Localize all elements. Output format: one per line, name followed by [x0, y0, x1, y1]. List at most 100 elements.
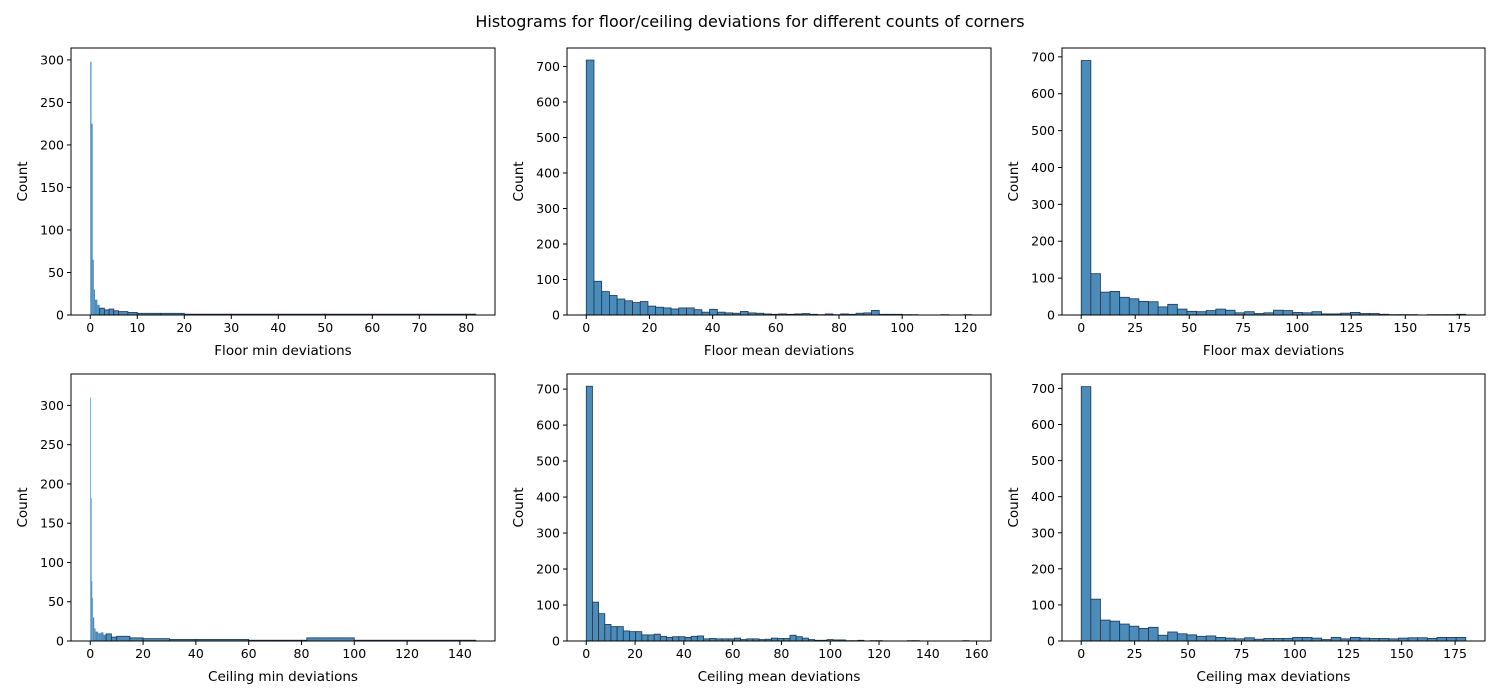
histogram-bar	[1157, 634, 1169, 642]
y-tick-label: 100	[536, 272, 560, 287]
histogram-bar	[97, 304, 100, 315]
histogram-bar	[113, 310, 119, 316]
histogram-bar	[795, 636, 803, 642]
x-tick-label: 60	[241, 646, 257, 661]
histogram-bar	[616, 626, 624, 642]
axes-frame	[566, 373, 992, 642]
histogram-bar	[90, 397, 91, 641]
histogram-bar	[1119, 296, 1130, 316]
subplot-ceiling-max: 0 25 50 75 100 125 150 175 0 100 200 300 400 500 600 70…	[1006, 373, 1486, 685]
histogram-bar	[1176, 308, 1188, 316]
histogram-bar	[666, 637, 674, 642]
histogram-bar	[1119, 623, 1130, 642]
x-tick-label: 70	[411, 320, 427, 335]
histogram-bar	[92, 597, 93, 641]
x-tick-label: 30	[223, 320, 239, 335]
histogram-bar	[118, 311, 129, 316]
histogram-bar	[696, 635, 704, 642]
histogram-bar	[641, 634, 649, 642]
y-tick-label: 300	[40, 52, 64, 67]
y-tick-label: 700	[536, 382, 560, 397]
histogram-bar	[1167, 631, 1178, 642]
histogram-bar	[92, 259, 94, 315]
x-tick-label: 120	[953, 320, 977, 335]
y-tick-label: 600	[1031, 86, 1055, 101]
histogram-bar	[1350, 636, 1361, 642]
histogram-bar	[639, 301, 649, 316]
histogram-bar	[740, 311, 749, 316]
x-tick-label: 75	[1234, 646, 1250, 661]
histogram-bar	[1446, 636, 1457, 642]
histogram-bar	[1273, 309, 1284, 316]
x-tick-label: 100	[1285, 320, 1309, 335]
histogram-bar	[92, 617, 95, 641]
histogram-bar	[1138, 627, 1149, 642]
x-tick-label: 10	[129, 320, 145, 335]
histogram-bar	[1128, 298, 1140, 316]
histogram-bar	[1109, 620, 1121, 642]
x-tick-label: 125	[1339, 320, 1363, 335]
y-axis-label: Count	[511, 161, 527, 201]
histogram-bar	[1196, 635, 1207, 642]
x-tick-label: 40	[270, 320, 286, 335]
y-tick-label: 200	[1031, 561, 1055, 576]
y-tick-label: 500	[536, 454, 560, 469]
x-tick-label: 40	[705, 320, 721, 335]
subplot-floor-mean: 0 20 40 60 80 100 120 0 100 200 300 400 500 600 700 Flo…	[511, 47, 992, 359]
x-tick-label: 20	[135, 646, 151, 661]
y-tick-label: 700	[1031, 49, 1055, 64]
y-tick-label: 50	[48, 265, 64, 280]
histogram-bar	[593, 280, 603, 316]
x-tick-label: 80	[831, 320, 847, 335]
y-tick-label: 250	[40, 437, 64, 452]
histogram-bar	[1225, 309, 1236, 316]
histogram-bar	[616, 298, 626, 316]
y-tick-label: 200	[536, 562, 560, 577]
x-tick-label: 140	[448, 646, 472, 661]
x-tick-label: 80	[773, 646, 789, 661]
histogram-bar	[585, 385, 593, 642]
histogram-bar	[678, 307, 687, 316]
y-tick-label: 200	[40, 137, 64, 152]
y-tick-label: 200	[40, 476, 64, 491]
histogram-bar	[1215, 636, 1226, 642]
histogram-bar	[100, 632, 104, 641]
histogram-bar	[1186, 634, 1197, 642]
histogram-bar	[110, 636, 118, 642]
histogram-bar	[1138, 300, 1149, 316]
x-tick-label: 60	[364, 320, 380, 335]
y-tick-label: 400	[536, 165, 560, 180]
x-tick-label: 40	[188, 646, 204, 661]
x-tick-label: 125	[1336, 646, 1360, 661]
x-tick-label: 120	[867, 646, 891, 661]
y-tick-label: 0	[1047, 634, 1055, 649]
histogram-bar	[95, 631, 99, 641]
histogram-bar	[1080, 386, 1092, 642]
histogram-bar	[610, 626, 618, 642]
histogram-bar	[598, 613, 606, 642]
x-tick-label: 50	[1181, 320, 1197, 335]
histogram-bar	[604, 624, 612, 642]
axes-frame	[70, 373, 496, 642]
x-tick-label: 20	[176, 320, 192, 335]
histogram-bar	[1176, 633, 1188, 642]
histogram-bar	[1186, 310, 1197, 316]
subplot-ceiling-min: 0 20 40 60 80 100 120 140 0 50 100 150 200 250 300 Ceil…	[15, 373, 496, 685]
histogram-bar	[678, 636, 686, 642]
axes-frame	[1061, 373, 1486, 642]
x-tick-label: 0	[582, 320, 590, 335]
histogram-bar	[98, 633, 101, 641]
x-tick-label: 60	[768, 320, 784, 335]
histogram-bar	[655, 306, 664, 316]
y-tick-label: 0	[1047, 308, 1055, 323]
histogram-bar	[1301, 636, 1313, 642]
y-tick-label: 200	[536, 236, 560, 251]
histogram-bar	[871, 309, 880, 316]
y-axis-label: Count	[1006, 161, 1022, 201]
x-tick-label: 75	[1235, 320, 1251, 335]
histogram-bar	[709, 308, 718, 316]
histogram-bar	[1148, 301, 1159, 316]
histogram-bar	[1100, 291, 1111, 316]
x-tick-label: 20	[642, 320, 658, 335]
